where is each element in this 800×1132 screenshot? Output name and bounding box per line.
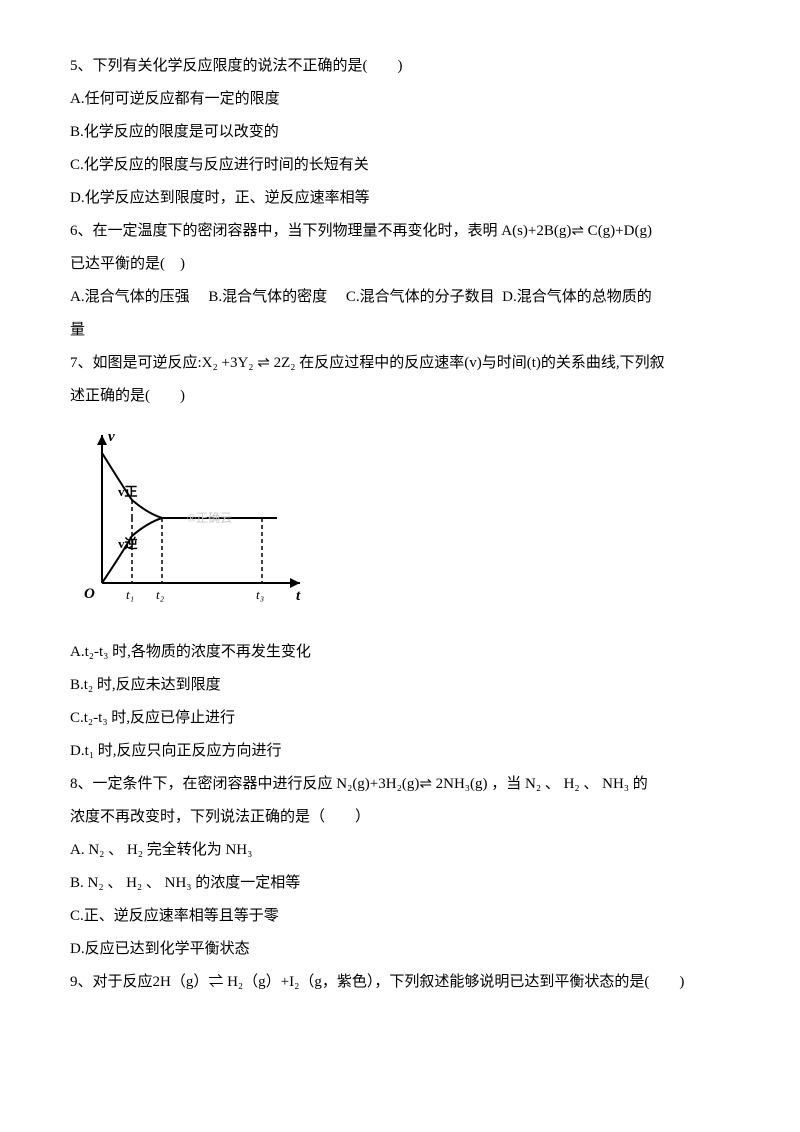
q9-stem: 9、对于反应2H（g）⇌ H₂（g）+I₂（g，紫色），下列叙述能够说明已达到平… [70, 966, 730, 999]
q5-stem: 5、下列有关化学反应限度的说法不正确的是( ) [70, 50, 730, 83]
q8-opt-b: B. N₂ 、 H₂ 、 NH₃ 的浓度一定相等 [70, 867, 730, 900]
q6-opt-d: D.混合气体的总物质的 [502, 289, 652, 305]
q6-stem-line1: 6、在一定温度下的密闭容器中，当下列物理量不再变化时，表明 A(s)+2B(g)… [70, 215, 730, 248]
q7-opt-a: A.t₂-t₃ 时,各物质的浓度不再发生变化 [70, 636, 730, 669]
q6-opt-c: C.混合气体的分子数目 [346, 289, 495, 305]
q7-opt-b: B.t₂ 时,反应未达到限度 [70, 669, 730, 702]
q6-opt-a: A.混合气体的压强 [70, 289, 190, 305]
q7-stem-line1: 7、如图是可逆反应:X₂ +3Y₂ ⇌ 2Z₂ 在反应过程中的反应速率(v)与时… [70, 347, 730, 380]
svg-text:t: t [296, 588, 301, 604]
q8-opt-c: C.正、逆反应速率相等且等于零 [70, 900, 730, 933]
rate-vs-time-chart: v t Ov正 v逆 t₁ t₂ t₃ ®正确云 [70, 423, 310, 613]
q6-opt-b: B.混合气体的密度 [208, 289, 327, 305]
q7-graph: v t Ov正 v逆 t₁ t₂ t₃ ®正确云 [70, 423, 730, 626]
q6-options-row: A.混合气体的压强 B.混合气体的密度 C.混合气体的分子数目 D.混合气体的总… [70, 281, 730, 314]
svg-text:v逆: v逆 [118, 536, 138, 551]
q5-opt-b: B.化学反应的限度是可以改变的 [70, 116, 730, 149]
q7-stem-line2: 述正确的是( ) [70, 380, 730, 413]
q5-opt-c: C.化学反应的限度与反应进行时间的长短有关 [70, 149, 730, 182]
svg-text:O: O [84, 586, 95, 602]
q6-opt-d-cont: 量 [70, 314, 730, 347]
q8-opt-a: A. N₂ 、 H₂ 完全转化为 NH₃ [70, 834, 730, 867]
svg-text:t₁: t₁ [126, 587, 134, 602]
svg-text:v: v [108, 429, 115, 445]
q5-opt-a: A.任何可逆反应都有一定的限度 [70, 83, 730, 116]
svg-text:t₂: t₂ [156, 587, 165, 602]
q6-stem-line2: 已达平衡的是( ) [70, 248, 730, 281]
q8-stem-line2: 浓度不再改变时，下列说法正确的是（ ） [70, 801, 730, 834]
q5-opt-d: D.化学反应达到限度时，正、逆反应速率相等 [70, 182, 730, 215]
q7-opt-d: D.t₁ 时,反应只向正反应方向进行 [70, 735, 730, 768]
q8-opt-d: D.反应已达到化学平衡状态 [70, 933, 730, 966]
exam-page: 5、下列有关化学反应限度的说法不正确的是( ) A.任何可逆反应都有一定的限度 … [0, 0, 800, 1132]
svg-text:v正: v正 [118, 484, 138, 499]
q8-stem-line1: 8、一定条件下，在密闭容器中进行反应 N₂(g)+3H₂(g)⇌ 2NH₃(g)… [70, 768, 730, 801]
q7-opt-c: C.t₂-t₃ 时,反应已停止进行 [70, 702, 730, 735]
svg-text:t₃: t₃ [256, 587, 264, 602]
svg-text:®正确云: ®正确云 [187, 511, 232, 525]
